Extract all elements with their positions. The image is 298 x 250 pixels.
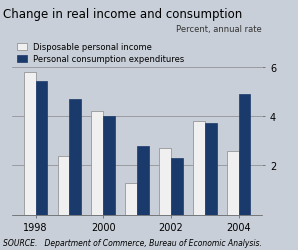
Text: Change in real income and consumption: Change in real income and consumption [3,8,242,20]
Bar [58,156,69,215]
Bar [159,148,171,215]
Text: Percent, annual rate: Percent, annual rate [176,25,262,34]
Bar [137,146,149,215]
Bar [227,151,239,215]
Text: SOURCE.   Department of Commerce, Bureau of Economic Analysis.: SOURCE. Department of Commerce, Bureau o… [3,238,262,248]
Bar [205,124,217,215]
Bar [91,112,103,215]
Bar [193,122,205,215]
Bar [171,158,183,215]
Bar [239,94,250,215]
Legend: Disposable personal income, Personal consumption expenditures: Disposable personal income, Personal con… [13,40,188,67]
Bar [103,116,115,215]
Bar [69,99,81,215]
Bar [24,72,35,215]
Bar [125,183,137,215]
Bar [35,82,47,215]
